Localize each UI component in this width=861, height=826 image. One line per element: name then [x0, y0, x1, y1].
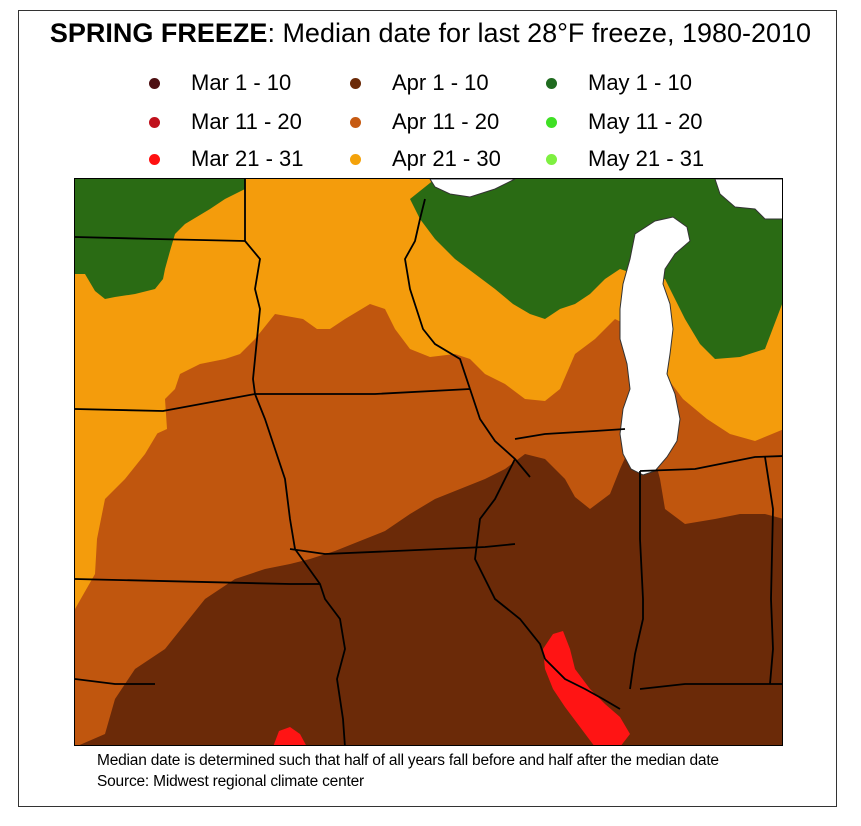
legend-dot [350, 116, 361, 128]
legend-dot [149, 77, 160, 89]
lake-michigan [619, 216, 691, 476]
legend-dot [149, 153, 160, 165]
legend-label: May 21 - 31 [588, 146, 705, 171]
legend-label: Apr 11 - 20 [392, 109, 500, 134]
zone-apr-1-10 [79, 434, 782, 745]
lake-huron [714, 179, 782, 220]
legend-item-mar-11-20: Mar 11 - 20 [149, 109, 302, 135]
title-rest: : Median date for last 28°F freeze, 1980… [267, 18, 812, 48]
map-title: SPRING FREEZE: Median date for last 28°F… [0, 18, 861, 49]
legend-item-may-21-31: May 21 - 31 [546, 146, 704, 172]
legend-item-apr-11-20: Apr 11 - 20 [350, 109, 499, 135]
legend-dot [149, 116, 160, 128]
legend-dot [350, 153, 361, 165]
legend-dot [350, 77, 361, 89]
legend-item-may-11-20: May 11 - 20 [546, 109, 703, 135]
state-borders [75, 179, 782, 745]
zone-mar-21-31-b [273, 727, 306, 745]
legend-label: May 1 - 10 [588, 70, 692, 95]
zone-apr-21-30-west [75, 409, 160, 609]
legend-item-apr-21-30: Apr 21 - 30 [350, 146, 501, 172]
legend: Mar 1 - 10 Apr 1 - 10 May 1 - 10 Mar 11 … [0, 0, 861, 180]
zone-may-1-10-center [410, 179, 782, 359]
legend-label: Mar 11 - 20 [191, 109, 302, 134]
legend-label: Mar 21 - 31 [191, 146, 304, 171]
legend-dot [546, 77, 557, 89]
legend-item-may-1-10: May 1 - 10 [546, 70, 692, 96]
legend-dot [546, 116, 557, 128]
legend-item-apr-1-10: Apr 1 - 10 [350, 70, 489, 96]
title-bold: SPRING FREEZE [49, 18, 268, 48]
legend-label: Apr 1 - 10 [392, 70, 489, 95]
legend-label: May 11 - 20 [588, 109, 703, 134]
freeze-map [74, 178, 783, 746]
footnote-source: Source: Midwest regional climate center [97, 773, 365, 790]
map-svg [75, 179, 782, 745]
zone-mar-21-31-a [543, 631, 630, 745]
legend-label: Apr 21 - 30 [392, 146, 501, 171]
legend-label: Mar 1 - 10 [191, 70, 292, 95]
lake-superior [429, 179, 516, 198]
footnote-median: Median date is determined such that half… [97, 752, 719, 769]
legend-item-mar-1-10: Mar 1 - 10 [149, 70, 291, 96]
legend-dot [546, 153, 557, 165]
legend-item-mar-21-31: Mar 21 - 31 [149, 146, 304, 172]
